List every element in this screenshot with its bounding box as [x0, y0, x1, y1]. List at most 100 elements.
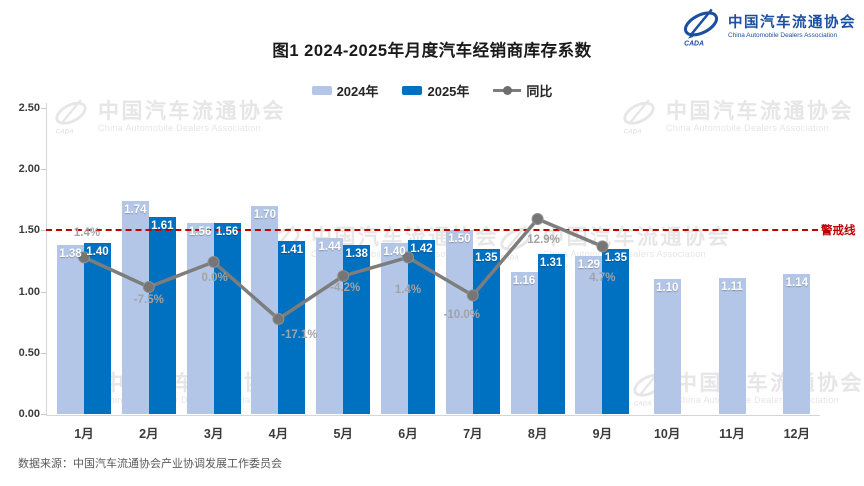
bar-2024-6月: [381, 242, 408, 414]
bar-2024-5月: [316, 237, 344, 414]
bar-2025-3月-value-label: 1.56: [215, 226, 239, 239]
svg-text:CADA: CADA: [56, 129, 75, 136]
yoy-label: 1.4%: [73, 227, 101, 240]
x-axis-label: 7月: [463, 427, 483, 441]
bar-2024-5月-value-label: 1.44: [318, 240, 341, 253]
svg-text:CADA: CADA: [624, 129, 643, 136]
bar-2025-6月-value-label: 1.42: [410, 243, 433, 256]
bar-2024-6月-value-label: 1.40: [383, 245, 406, 258]
watermark-zh: 中国汽车流通协会: [666, 99, 854, 123]
bar-2025-3月: [213, 223, 241, 414]
bar-2024-9月-value-label: 1.29: [577, 259, 601, 272]
yoy-label: 1.4%: [394, 284, 422, 297]
legend-item-yoy: 同比: [493, 81, 552, 100]
y-tick-label: 2.50: [18, 102, 40, 114]
bar-2024-7月-value-label: 1.50: [448, 233, 471, 246]
bar-2025-4月-value-label: 1.41: [280, 244, 304, 257]
yoy-label: -17.1%: [281, 329, 318, 341]
watermark-logo-icon: CADA: [55, 99, 87, 136]
y-tick-mark: [41, 169, 46, 171]
bar-2024-10月: [653, 279, 681, 414]
logo-name-en: China Automobile Dealers Association: [728, 32, 838, 39]
x-axis-label: 1月: [74, 427, 94, 441]
y-tick-label: 2.00: [18, 163, 40, 176]
bar-2024-4月: [251, 205, 279, 414]
svg-text:CADA: CADA: [501, 255, 520, 262]
bar-2024-12月-value-label: 1.14: [785, 277, 808, 290]
cada-logo: CADA 中国汽车流通协会 China Automobile Dealers A…: [678, 7, 856, 47]
bar-2024-3月-value-label: 1.56: [188, 226, 212, 239]
x-axis-label: 11月: [719, 427, 745, 441]
cada-logo-mark-icon: CADA: [683, 8, 719, 47]
y-tick-label: 1.00: [18, 285, 40, 298]
x-axis-label: 12月: [783, 427, 810, 441]
yoy-label: -10.0%: [443, 309, 481, 322]
bar-2024-11月: [718, 278, 746, 414]
bar-2024-7月: [445, 230, 473, 414]
bar-2025-8月: [537, 253, 565, 414]
watermark-en: China Automobile Dealers Association: [543, 248, 706, 259]
bar-2025-7月: [472, 248, 500, 414]
x-axis-label: 4月: [268, 427, 289, 441]
bar-2025-9月-value-label: 1.35: [604, 251, 628, 264]
bar-2025-9月: [602, 248, 630, 414]
y-tick-label: 1.50: [18, 224, 40, 237]
yoy-label: -4.2%: [330, 282, 361, 294]
bar-2025-5月: [343, 245, 371, 414]
warning-line-label: 警戒线: [821, 225, 856, 237]
bar-2025-1月: [84, 242, 111, 414]
y-tick-mark: [41, 291, 46, 293]
y-axis-line: [46, 103, 47, 415]
x-axis-line: [46, 415, 820, 416]
bar-2025-6月: [408, 240, 435, 414]
chart-legend: 2024年 2025年 同比: [0, 81, 864, 100]
bar-2024-2月-value-label: 1.74: [124, 204, 147, 217]
legend-swatch-2024: [311, 86, 332, 95]
bar-2024-10月-value-label: 1.10: [655, 282, 679, 295]
yoy-label: 0.0%: [201, 272, 228, 284]
chart-title: 图1 2024-2025年月度汽车经销商库存系数: [272, 42, 592, 60]
svg-text:CADA: CADA: [634, 401, 653, 408]
yoy-marker: [531, 213, 544, 225]
yoy-label: 12.9%: [527, 234, 560, 246]
watermark-en: China Automobile Dealers Association: [676, 394, 839, 405]
x-axis-label: 9月: [592, 427, 613, 441]
bar-2025-4月: [278, 241, 306, 414]
legend-item-2025: 2025年: [402, 81, 469, 100]
bar-2024-3月: [186, 223, 214, 414]
bar-2025-1月-value-label: 1.40: [86, 245, 109, 258]
legend-label-2025: 2025年: [427, 84, 470, 99]
bar-2024-11月-value-label: 1.11: [721, 281, 743, 294]
source-note: 数据来源：中国汽车流通协会产业协调发展工作委员会: [18, 458, 282, 470]
bar-2024-2月: [121, 201, 149, 414]
yoy-label: 4.7%: [589, 272, 616, 285]
bar-2025-7月-value-label: 1.35: [475, 251, 498, 264]
bar-2024-12月: [783, 274, 811, 414]
x-axis-label: 6月: [398, 427, 418, 441]
watermark-en: China Automobile Dealers Association: [666, 122, 829, 133]
legend-item-2024: 2024年: [311, 81, 379, 100]
bar-2025-2月-value-label: 1.61: [151, 219, 174, 232]
bar-2025-8月-value-label: 1.31: [539, 256, 563, 269]
bar-2025-5月-value-label: 1.38: [345, 248, 368, 261]
legend-line-marker-icon: [493, 85, 522, 95]
legend-label-2024: 2024年: [336, 84, 379, 99]
y-tick-mark: [41, 414, 46, 415]
watermark-en: China Automobile Dealers Association: [98, 122, 261, 133]
bar-2024-1月-value-label: 1.38: [59, 248, 82, 261]
yoy-label: -7.5%: [133, 294, 164, 306]
x-axis-label: 3月: [203, 427, 224, 441]
legend-swatch-2025: [402, 86, 423, 95]
logo-name-zh: 中国汽车流通协会: [728, 15, 856, 31]
bar-2025-2月: [148, 216, 176, 414]
legend-label-yoy: 同比: [526, 84, 553, 99]
x-axis-label: 10月: [653, 427, 681, 441]
bar-2024-8月-value-label: 1.16: [512, 275, 536, 288]
watermark-logo-icon: CADA: [623, 99, 655, 136]
y-tick-mark: [41, 352, 46, 354]
y-tick-mark: [41, 108, 46, 109]
y-tick-mark: [41, 230, 46, 232]
svg-text:CADA: CADA: [684, 40, 704, 47]
